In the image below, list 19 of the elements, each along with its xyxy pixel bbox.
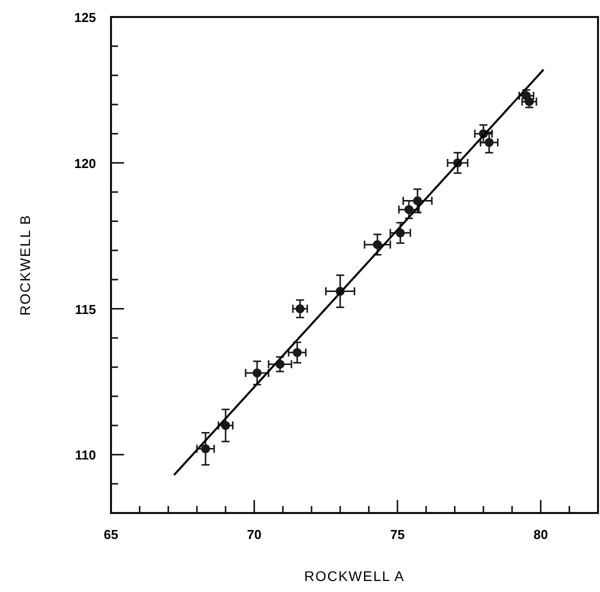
point	[252, 368, 262, 378]
point	[413, 196, 422, 206]
y-tick-label: 125	[74, 10, 96, 25]
y-tick-label: 120	[74, 156, 96, 171]
x-tick-label: 70	[247, 527, 262, 542]
x-tick-label: 80	[533, 527, 548, 542]
y-tick-label: 115	[75, 302, 96, 317]
point	[404, 205, 414, 214]
point	[484, 138, 494, 147]
point	[201, 444, 210, 454]
x-tick-label: 75	[390, 527, 405, 542]
point	[296, 304, 305, 314]
x-tick-label: 65	[104, 527, 118, 542]
point	[221, 420, 230, 430]
y-axis-title: ROCKWELL B	[17, 214, 33, 316]
point	[292, 348, 302, 358]
x-axis-title: ROCKWELL A	[304, 568, 405, 584]
y-tick-label: 110	[75, 448, 96, 463]
point	[372, 240, 382, 250]
